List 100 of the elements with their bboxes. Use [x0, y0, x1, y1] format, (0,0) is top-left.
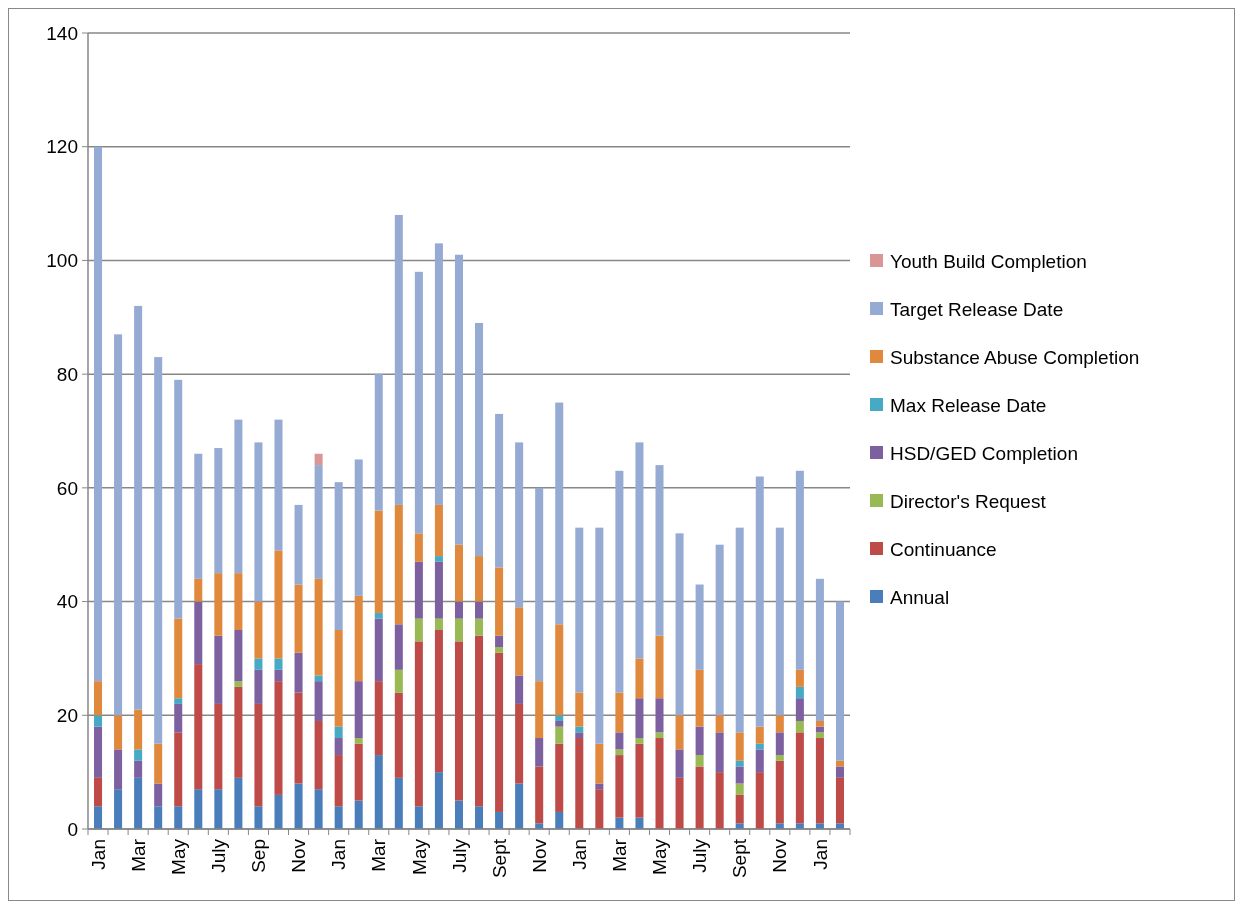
bar	[675, 777, 684, 829]
bar	[334, 806, 343, 829]
bar	[94, 806, 103, 829]
bar	[254, 601, 263, 659]
bar	[835, 777, 844, 824]
bar	[795, 732, 804, 824]
bar	[475, 806, 484, 829]
x-tick-label: Mar	[368, 838, 390, 872]
bar	[94, 146, 103, 682]
bar	[675, 715, 684, 750]
bar	[394, 669, 403, 693]
bar	[234, 777, 243, 829]
bar	[114, 789, 123, 829]
bar	[835, 766, 844, 778]
bar	[434, 630, 443, 773]
bar	[535, 487, 544, 682]
bar	[755, 726, 764, 744]
bar	[154, 806, 163, 829]
legend-label: HSD/GED Completion	[890, 442, 1078, 464]
bar	[515, 783, 524, 829]
bar	[495, 567, 504, 636]
bar	[815, 720, 824, 727]
bar	[214, 789, 223, 829]
bar	[294, 584, 303, 653]
bar	[735, 783, 744, 795]
bar	[354, 800, 363, 829]
bar	[334, 755, 343, 807]
bar	[535, 681, 544, 739]
bar	[434, 243, 443, 505]
bar	[214, 573, 223, 636]
bar	[234, 419, 243, 574]
bar	[374, 681, 383, 756]
bar	[735, 794, 744, 824]
y-tick-label: 140	[46, 22, 78, 44]
x-tick-label: Nov	[288, 838, 310, 873]
x-tick-label: Jan	[568, 839, 590, 870]
bar	[174, 732, 183, 807]
bar	[755, 749, 764, 773]
bar	[274, 419, 283, 551]
bar	[475, 635, 484, 807]
bar	[615, 732, 624, 750]
bar	[334, 482, 343, 630]
bar	[555, 743, 564, 812]
bar	[515, 442, 524, 608]
bar	[735, 766, 744, 784]
bar	[214, 635, 223, 704]
bar	[795, 470, 804, 670]
bar	[434, 504, 443, 557]
bar	[174, 806, 183, 829]
bar	[434, 772, 443, 829]
bar	[194, 664, 203, 790]
bar	[815, 732, 824, 739]
bar	[715, 715, 724, 733]
bar	[254, 806, 263, 829]
bar	[555, 811, 564, 829]
bar	[695, 755, 704, 767]
bar	[434, 618, 443, 630]
bar	[274, 658, 283, 670]
bar	[314, 720, 323, 790]
bar	[134, 777, 143, 829]
bar	[374, 618, 383, 682]
x-tick-label: Jan	[809, 839, 831, 870]
y-tick-label: 20	[56, 704, 78, 726]
bar	[775, 760, 784, 824]
bar	[94, 777, 103, 807]
bar	[655, 635, 664, 699]
bar	[394, 777, 403, 829]
bar	[374, 510, 383, 613]
bar	[134, 749, 143, 761]
legend-label: Target Release Date	[890, 298, 1064, 320]
bar	[555, 624, 564, 716]
bar	[454, 641, 463, 801]
x-tick-label: Sept	[488, 838, 510, 879]
bar	[114, 715, 123, 750]
bar	[795, 686, 804, 699]
bar	[274, 669, 283, 682]
bar	[394, 692, 403, 778]
legend-label: Youth Build Completion	[890, 250, 1087, 272]
bar	[695, 766, 704, 829]
bar	[575, 527, 584, 693]
bar	[795, 720, 804, 733]
bar	[314, 578, 323, 676]
bar	[294, 504, 303, 585]
bar	[475, 618, 484, 636]
bar	[414, 561, 423, 619]
legend-label: Max Release Date	[890, 394, 1047, 416]
bar	[735, 732, 744, 761]
bar	[434, 561, 443, 619]
bar	[635, 738, 644, 744]
bar	[575, 692, 584, 727]
x-tick-label: Sep	[248, 839, 270, 873]
bar	[314, 453, 323, 466]
bar	[495, 652, 504, 812]
bar	[174, 703, 183, 733]
x-tick-label: July	[207, 838, 229, 873]
bar	[394, 214, 403, 505]
bar	[414, 618, 423, 642]
bar	[454, 544, 463, 602]
bar	[495, 811, 504, 829]
bar	[334, 738, 343, 756]
